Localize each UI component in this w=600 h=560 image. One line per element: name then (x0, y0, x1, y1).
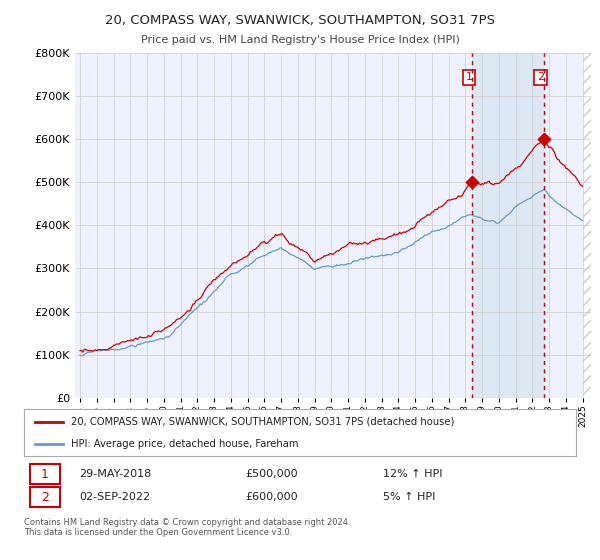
Text: 12% ↑ HPI: 12% ↑ HPI (383, 469, 442, 479)
FancyBboxPatch shape (29, 487, 60, 507)
Point (467, 178, 477, 187)
Text: 29-MAY-2018: 29-MAY-2018 (79, 469, 151, 479)
Text: Contains HM Land Registry data © Crown copyright and database right 2024.
This d: Contains HM Land Registry data © Crown c… (24, 518, 350, 538)
Text: 5% ↑ HPI: 5% ↑ HPI (383, 492, 435, 502)
Text: 20, COMPASS WAY, SWANWICK, SOUTHAMPTON, SO31 7PS (detached house): 20, COMPASS WAY, SWANWICK, SOUTHAMPTON, … (71, 417, 454, 427)
Text: 1: 1 (466, 72, 472, 82)
Text: Price paid vs. HM Land Registry's House Price Index (HPI): Price paid vs. HM Land Registry's House … (140, 35, 460, 45)
Text: 2: 2 (41, 491, 49, 504)
Text: 20, COMPASS WAY, SWANWICK, SOUTHAMPTON, SO31 7PS: 20, COMPASS WAY, SWANWICK, SOUTHAMPTON, … (105, 14, 495, 27)
Text: £600,000: £600,000 (245, 492, 298, 502)
Point (539, 135, 548, 144)
Text: 02-SEP-2022: 02-SEP-2022 (79, 492, 151, 502)
FancyBboxPatch shape (29, 464, 60, 484)
Text: 1: 1 (41, 468, 49, 481)
Text: 2: 2 (536, 72, 544, 82)
Text: £500,000: £500,000 (245, 469, 298, 479)
Bar (472, 53, 544, 398)
Text: HPI: Average price, detached house, Fareham: HPI: Average price, detached house, Fare… (71, 438, 298, 449)
